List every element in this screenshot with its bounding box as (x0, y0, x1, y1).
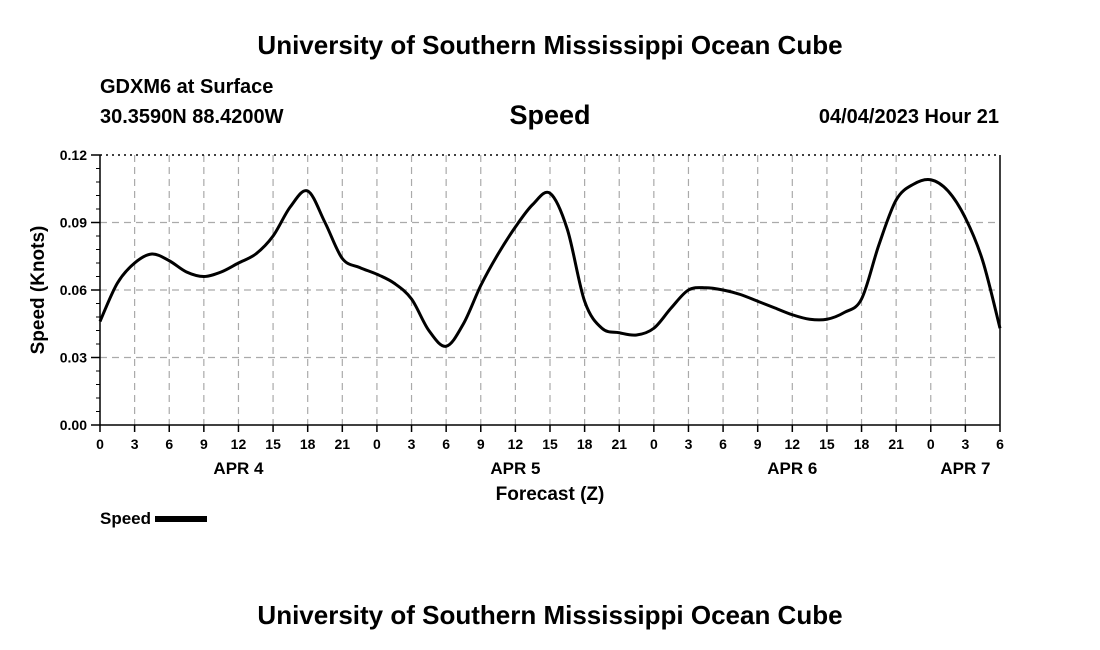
x-tick-label: 3 (131, 436, 139, 452)
x-axis-title: Forecast (Z) (496, 484, 605, 505)
x-tick-label: 12 (508, 436, 524, 452)
page-title: University of Southern Mississippi Ocean… (257, 30, 843, 60)
legend-swatch (155, 516, 208, 522)
x-tick-label: 9 (477, 436, 485, 452)
x-tick-label: 12 (785, 436, 801, 452)
x-tick-label: 15 (819, 436, 835, 452)
y-tick-label: 0.12 (60, 147, 87, 163)
x-tick-label: 0 (96, 436, 104, 452)
x-tick-label: 0 (927, 436, 935, 452)
x-tick-label: 18 (577, 436, 593, 452)
x-tick-label: 3 (685, 436, 693, 452)
x-tick-label: 21 (335, 436, 351, 452)
y-tick-label: 0.00 (60, 417, 87, 433)
date-label: APR 5 (490, 459, 540, 478)
x-tick-label: 18 (854, 436, 870, 452)
x-tick-label: 9 (200, 436, 208, 452)
legend-label: Speed (100, 509, 152, 528)
x-tick-label: 15 (265, 436, 281, 452)
x-tick-label: 0 (650, 436, 658, 452)
x-tick-label: 12 (231, 436, 247, 452)
variable-title: Speed (509, 100, 591, 130)
x-tick-label: 3 (961, 436, 969, 452)
y-tick-label: 0.09 (60, 215, 87, 231)
x-tick-label: 6 (442, 436, 450, 452)
y-axis-title: Speed (Knots) (28, 226, 49, 355)
datetime-label: 04/04/2023 Hour 21 (818, 106, 999, 128)
station-label: GDXM6 at Surface (100, 76, 274, 98)
x-tick-label: 9 (754, 436, 762, 452)
y-tick-label: 0.06 (60, 282, 87, 298)
x-tick-label: 6 (165, 436, 173, 452)
legend: Speed (100, 509, 208, 529)
x-tick-label: 21 (611, 436, 627, 452)
x-tick-label: 3 (408, 436, 416, 452)
x-tick-label: 6 (719, 436, 727, 452)
x-tick-label: 15 (542, 436, 558, 452)
coordinates-label: 30.3590N 88.4200W (100, 106, 284, 128)
date-label: APR 6 (767, 459, 817, 478)
x-tick-label: 0 (373, 436, 381, 452)
series-line-speed (98, 177, 1002, 348)
date-label: APR 7 (940, 459, 990, 478)
date-label: APR 4 (213, 459, 264, 478)
y-tick-label: 0.03 (60, 350, 87, 366)
x-tick-label: 18 (300, 436, 316, 452)
x-tick-label: 21 (888, 436, 904, 452)
footer-title: University of Southern Mississippi Ocean… (257, 600, 843, 630)
x-tick-label: 6 (996, 436, 1004, 452)
